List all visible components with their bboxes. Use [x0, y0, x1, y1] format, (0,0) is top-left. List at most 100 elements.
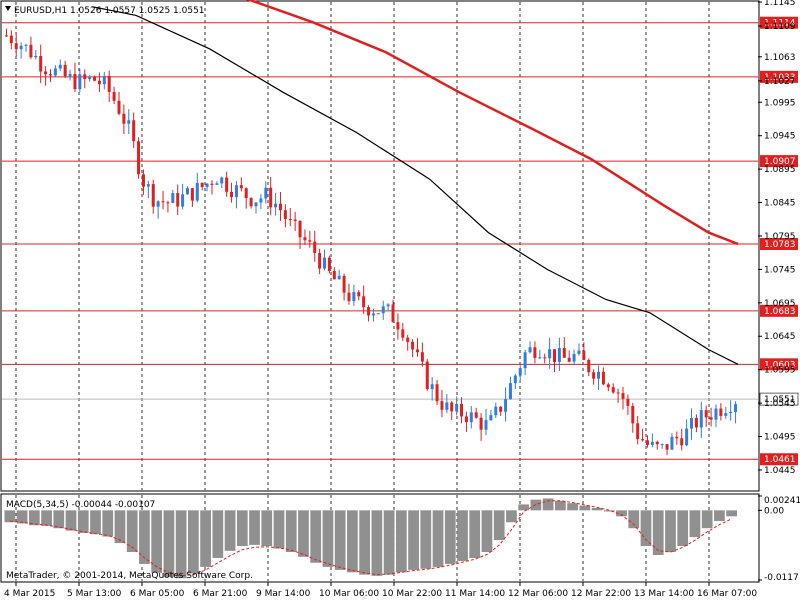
candle-body: [327, 257, 331, 271]
level-label: 1.0461: [764, 455, 796, 465]
macd-bar: [41, 510, 52, 526]
macd-bar: [224, 510, 236, 551]
candle-body: [528, 347, 532, 353]
price-tick-label: 1.0695: [764, 299, 796, 309]
macd-bar: [469, 510, 481, 558]
candle-body: [685, 428, 689, 446]
price-tick-label: 1.0895: [764, 165, 796, 175]
candle-body: [78, 74, 82, 90]
candle-body: [234, 185, 238, 198]
candle-body: [205, 183, 209, 188]
candle-body: [249, 198, 253, 207]
candle-body: [171, 193, 175, 203]
candle-body: [430, 384, 434, 390]
macd-bar: [408, 510, 419, 570]
macd-bar: [652, 510, 664, 555]
candle-body: [122, 113, 126, 124]
candle-body: [102, 75, 106, 85]
candle-body: [592, 372, 596, 379]
candle-body: [587, 359, 591, 373]
candle-body: [58, 64, 62, 69]
copyright-text: MetaTrader, © 2001-2014, MetaQuotes Soft…: [6, 571, 253, 581]
candle-body: [690, 418, 694, 429]
candle-body: [323, 257, 327, 269]
candle-body: [504, 399, 508, 412]
candle-body: [699, 410, 703, 428]
macd-bar: [126, 510, 138, 553]
macd-bar: [249, 510, 260, 545]
macd-bar: [359, 510, 370, 575]
candle-body: [474, 412, 478, 418]
candle-body: [636, 423, 640, 440]
macd-bar: [665, 510, 676, 553]
macd-bar: [212, 510, 224, 558]
candle-body: [714, 408, 718, 420]
macd-plot-border: [0, 493, 760, 583]
candle-body: [577, 350, 581, 354]
macd-bar: [689, 510, 701, 538]
price-tick-label: 1.1027: [764, 77, 796, 87]
level-tag: [760, 155, 798, 168]
candle-body: [660, 444, 664, 446]
macd-bar: [395, 510, 407, 573]
macd-bar: [102, 510, 114, 537]
macd-bar: [261, 510, 273, 547]
candle-body: [337, 275, 341, 280]
macd-bar: [542, 498, 554, 511]
candle-body: [489, 415, 493, 421]
candle-body: [415, 349, 419, 353]
candle-body: [332, 270, 336, 280]
macd-bar: [236, 510, 248, 547]
macd-bar: [53, 510, 65, 529]
candle-body: [533, 347, 537, 358]
candle-body: [161, 201, 165, 203]
candle-body: [146, 184, 150, 187]
candle-body: [190, 188, 194, 201]
candle-body: [655, 441, 659, 445]
level-label: 1.0783: [764, 240, 796, 250]
macd-bar: [567, 503, 578, 511]
candle-body: [352, 292, 356, 302]
candle-body: [195, 182, 199, 201]
macd-bar: [677, 510, 689, 547]
candle-body: [582, 350, 586, 360]
candle-body: [44, 71, 48, 75]
candle-body: [303, 237, 307, 241]
candle-body: [283, 210, 287, 220]
candle-body: [264, 187, 268, 199]
candle-body: [597, 371, 601, 379]
candle-body: [112, 91, 116, 101]
dropdown-triangle-icon[interactable]: [5, 6, 11, 11]
candle-body: [562, 348, 566, 358]
macd-bar: [90, 510, 101, 535]
candle-body: [19, 45, 23, 50]
macd-bar: [200, 510, 211, 567]
candle-body: [34, 55, 38, 58]
candle-body: [406, 337, 410, 342]
candle-body: [107, 75, 111, 92]
candle-body: [93, 76, 97, 81]
macd-bar: [481, 510, 493, 553]
macd-bar: [65, 510, 77, 531]
candle-body: [650, 441, 654, 445]
macd-bar: [28, 510, 40, 526]
candle-body: [601, 371, 605, 385]
candle-body: [420, 352, 424, 362]
price-tick-label: 1.0595: [764, 366, 796, 376]
candle-body: [543, 357, 547, 359]
macd-bar: [151, 510, 163, 573]
candle-body: [225, 177, 229, 192]
macd-bar: [640, 510, 652, 547]
candle-body: [513, 375, 517, 384]
macd-bar: [188, 510, 199, 574]
macd-signal-line: [10, 500, 733, 577]
candle-body: [734, 404, 738, 412]
candle-body: [151, 184, 155, 207]
time-label: 6 Mar 05:00: [130, 589, 185, 599]
candle-body: [14, 43, 18, 50]
price-tick-label: 1.1145: [764, 0, 796, 8]
price-tick-label: 1.0945: [764, 132, 796, 142]
time-label: 10 Mar 06:00: [319, 589, 379, 599]
candle-body: [371, 313, 375, 316]
